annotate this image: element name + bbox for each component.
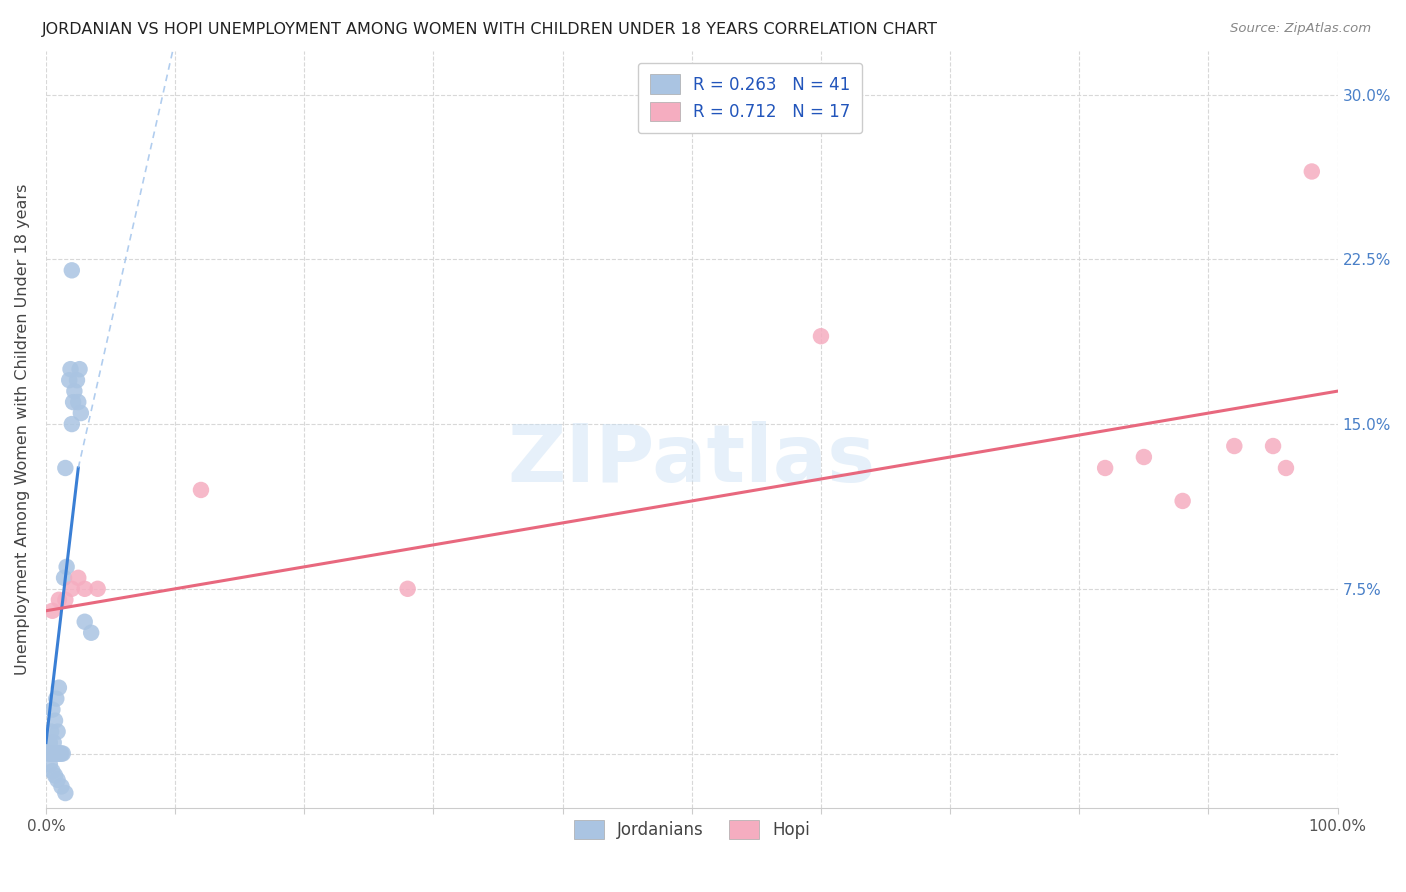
Point [48,747,70,761]
Point [73,582,96,596]
Point [1261,439,1284,453]
Point [46,724,69,739]
Point [67,395,90,409]
Point [1275,461,1298,475]
Point [63,384,86,398]
Point [42,747,65,761]
Point [55,559,77,574]
Point [53,461,76,475]
Point [60,582,83,596]
Point [49,747,72,761]
Point [396,582,419,596]
Text: Source: ZipAtlas.com: Source: ZipAtlas.com [1230,22,1371,36]
Point [60,263,83,277]
Point [51,780,73,794]
Point [70,406,93,420]
Point [190,483,212,497]
Point [38,747,60,761]
Point [69,362,91,376]
Point [53,571,76,585]
Point [73,615,96,629]
Point [1301,164,1323,178]
Point [38,735,60,749]
Point [1223,439,1246,453]
Y-axis label: Unemployment Among Women with Children Under 18 years: Unemployment Among Women with Children U… [15,184,30,675]
Point [52,747,75,761]
Point [42,735,65,749]
Point [45,691,67,706]
Point [1094,461,1116,475]
Point [44,714,66,728]
Point [46,772,69,787]
Point [46,747,69,761]
Point [1171,494,1194,508]
Point [51,747,73,761]
Point [38,757,60,772]
Point [86,582,108,596]
Point [41,764,63,778]
Point [810,329,832,343]
Point [66,373,89,387]
Point [60,417,83,431]
Text: JORDANIAN VS HOPI UNEMPLOYMENT AMONG WOMEN WITH CHILDREN UNDER 18 YEARS CORRELAT: JORDANIAN VS HOPI UNEMPLOYMENT AMONG WOM… [42,22,938,37]
Point [1133,450,1156,464]
Point [48,681,70,695]
Point [44,747,66,761]
Point [67,571,90,585]
Point [41,703,63,717]
Point [41,747,63,761]
Text: ZIPatlas: ZIPatlas [508,421,876,499]
Point [38,747,60,761]
Point [45,747,67,761]
Point [58,373,80,387]
Point [48,592,70,607]
Legend: Jordanians, Hopi: Jordanians, Hopi [567,813,817,846]
Point [53,592,76,607]
Point [59,362,82,376]
Point [41,604,63,618]
Point [80,625,103,640]
Point [39,747,62,761]
Point [39,724,62,739]
Point [53,786,76,800]
Point [44,768,66,782]
Point [62,395,84,409]
